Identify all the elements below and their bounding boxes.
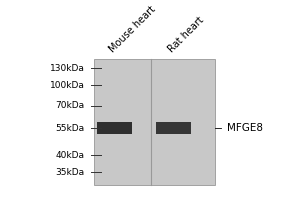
Text: Rat heart: Rat heart [167, 15, 206, 54]
Text: Mouse heart: Mouse heart [107, 4, 158, 54]
Bar [156, 122, 191, 134]
Text: 55kDa: 55kDa [56, 124, 85, 133]
Text: 35kDa: 35kDa [56, 168, 85, 177]
Text: 40kDa: 40kDa [56, 151, 85, 160]
Text: 100kDa: 100kDa [50, 81, 85, 90]
Bar [94, 59, 215, 185]
Text: 70kDa: 70kDa [56, 101, 85, 110]
Text: MFGE8: MFGE8 [227, 123, 263, 133]
Bar [97, 122, 132, 134]
Text: 130kDa: 130kDa [50, 64, 85, 73]
